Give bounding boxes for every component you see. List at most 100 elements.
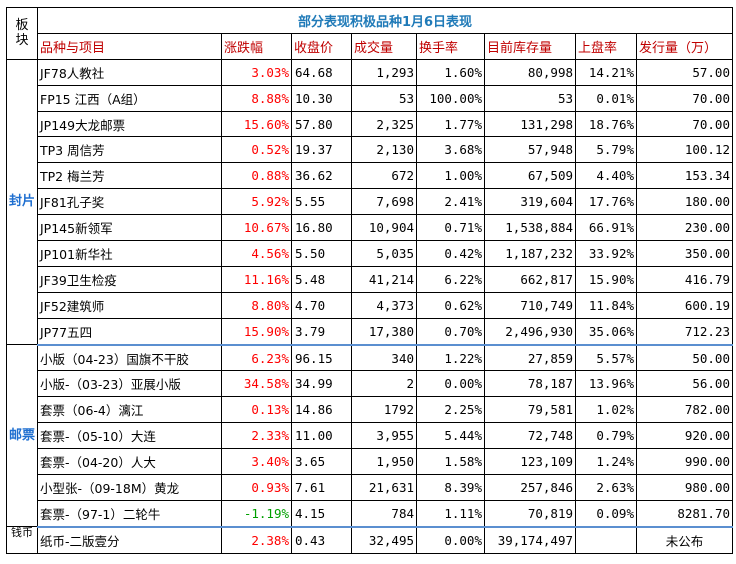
- cell-name: TP3 周信芳: [37, 136, 222, 164]
- cell-issue: 990.00: [636, 448, 733, 476]
- cell-volume: 3,955: [351, 422, 417, 450]
- cell-turnover: 100.00%: [416, 84, 485, 112]
- cell-rate: 15.90%: [575, 265, 637, 293]
- cell-stock: 1,187,232: [484, 240, 576, 267]
- cell-rate: 0.01%: [575, 84, 637, 112]
- cell-rate: 5.57%: [575, 344, 637, 372]
- cell-issue: 600.19: [636, 291, 733, 319]
- cell-change: 0.93%: [221, 474, 292, 501]
- cell-turnover: 1.77%: [416, 110, 485, 138]
- cell-rate: 13.96%: [575, 370, 637, 398]
- cell-turnover: 0.42%: [416, 240, 485, 267]
- cell-rate: 2.63%: [575, 474, 637, 501]
- cell-change: 3.03%: [221, 58, 292, 86]
- cell-issue: 782.00: [636, 396, 733, 424]
- cell-rate: 33.92%: [575, 240, 637, 267]
- cell-name: TP2 梅兰芳: [37, 162, 222, 190]
- cell-name: 套票-（97-1）二轮牛: [37, 499, 222, 528]
- cell-volume: 1,293: [351, 58, 417, 86]
- stock-table: 板块 部分表现积极品种1月6日表现 品种与项目 涨跌幅 收盘价 成交量 换手率 …: [6, 7, 733, 554]
- cell-issue: 230.00: [636, 214, 733, 242]
- header-close: 收盘价: [291, 32, 352, 60]
- cell-turnover: 0.70%: [416, 317, 485, 346]
- cell-turnover: 2.25%: [416, 396, 485, 424]
- section-label: 封片: [6, 58, 38, 346]
- header-volume: 成交量: [351, 32, 417, 60]
- cell-volume: 5,035: [351, 240, 417, 267]
- cell-turnover: 0.62%: [416, 291, 485, 319]
- table-row: JF81孔子奖 5.92% 5.55 7,698 2.41% 319,604 17.76% 1…: [7, 188, 733, 216]
- cell-stock: 1,538,884: [484, 214, 576, 242]
- cell-name: JP149大龙邮票: [37, 110, 222, 138]
- cell-change: 6.23%: [221, 344, 292, 372]
- cell-name: JP101新华社: [37, 240, 222, 267]
- cell-change: 4.56%: [221, 240, 292, 267]
- table-row: JP101新华社 4.56% 5.50 5,035 0.42% 1,187,232 33.9…: [7, 240, 733, 267]
- cell-close: 5.55: [291, 188, 352, 216]
- table-row: FP15 江西（A组） 8.88% 10.30 53 100.00% 53 0.01% 70.…: [7, 84, 733, 112]
- cell-rate: 0.79%: [575, 422, 637, 450]
- cell-turnover: 0.00%: [416, 526, 485, 554]
- cell-close: 10.30: [291, 84, 352, 112]
- cell-turnover: 6.22%: [416, 265, 485, 293]
- cell-stock: 710,749: [484, 291, 576, 319]
- cell-change: 8.88%: [221, 84, 292, 112]
- cell-rate: 17.76%: [575, 188, 637, 216]
- table-row: 封片 JF78人教社 3.03% 64.68 1,293 1.60% 80,998 14.21…: [6, 58, 733, 346]
- cell-change: 3.40%: [221, 448, 292, 476]
- cell-volume: 32,495: [351, 526, 417, 554]
- cell-turnover: 2.41%: [416, 188, 485, 216]
- cell-volume: 41,214: [351, 265, 417, 293]
- cell-issue: 70.00: [636, 84, 733, 112]
- cell-volume: 17,380: [351, 317, 417, 346]
- cell-stock: 123,109: [484, 448, 576, 476]
- cell-close: 0.43: [291, 526, 352, 554]
- cell-close: 4.15: [291, 499, 352, 528]
- table-row: 邮票 小版（04-23）国旗不干胶 6.23% 96.15 340 1.22% 27,859…: [6, 344, 733, 528]
- cell-rate: [575, 526, 637, 554]
- cell-issue: 153.34: [636, 162, 733, 190]
- cell-name: 套票-（05-10）大连: [37, 422, 222, 450]
- cell-close: 19.37: [291, 136, 352, 164]
- cell-rate: 4.40%: [575, 162, 637, 190]
- table-row: JF39卫生检疫 11.16% 5.48 41,214 6.22% 662,817 15.9…: [7, 265, 733, 293]
- cell-change: 0.52%: [221, 136, 292, 164]
- cell-volume: 2,130: [351, 136, 417, 164]
- cell-close: 3.65: [291, 448, 352, 476]
- cell-close: 16.80: [291, 214, 352, 242]
- cell-close: 3.79: [291, 317, 352, 346]
- cell-volume: 1,950: [351, 448, 417, 476]
- cell-turnover: 5.44%: [416, 422, 485, 450]
- cell-turnover: 3.68%: [416, 136, 485, 164]
- header-stock: 目前库存量: [484, 32, 576, 60]
- cell-close: 57.80: [291, 110, 352, 138]
- cell-issue: 350.00: [636, 240, 733, 267]
- cell-change: -1.19%: [221, 499, 292, 528]
- cell-turnover: 1.22%: [416, 344, 485, 372]
- cell-issue: 8281.70: [636, 499, 733, 528]
- cell-close: 5.48: [291, 265, 352, 293]
- cell-turnover: 1.11%: [416, 499, 485, 528]
- cell-stock: 39,174,497: [484, 526, 576, 554]
- cell-issue: 50.00: [636, 344, 733, 372]
- cell-name: JF39卫生检疫: [37, 265, 222, 293]
- section-label: 钱币: [6, 526, 38, 554]
- cell-rate: 18.76%: [575, 110, 637, 138]
- cell-change: 15.90%: [221, 317, 292, 346]
- cell-stock: 72,748: [484, 422, 576, 450]
- table-row: 套票-（97-1）二轮牛 -1.19% 4.15 784 1.11% 70,819 0.09…: [7, 499, 733, 528]
- cell-stock: 257,846: [484, 474, 576, 501]
- cell-rate: 66.91%: [575, 214, 637, 242]
- cell-volume: 10,904: [351, 214, 417, 242]
- cell-stock: 70,819: [484, 499, 576, 528]
- cell-volume: 21,631: [351, 474, 417, 501]
- cell-volume: 672: [351, 162, 417, 190]
- cell-rate: 5.79%: [575, 136, 637, 164]
- table-row: 套票（06-4）漓江 0.13% 14.86 1792 2.25% 79,581 1.02%…: [7, 396, 733, 424]
- cell-issue: 56.00: [636, 370, 733, 398]
- cell-close: 64.68: [291, 58, 352, 86]
- cell-name: 套票-（04-20）人大: [37, 448, 222, 476]
- table-title: 部分表现积极品种1月6日表现: [37, 7, 733, 34]
- cell-change: 15.60%: [221, 110, 292, 138]
- cell-name: JF52建筑师: [37, 291, 222, 319]
